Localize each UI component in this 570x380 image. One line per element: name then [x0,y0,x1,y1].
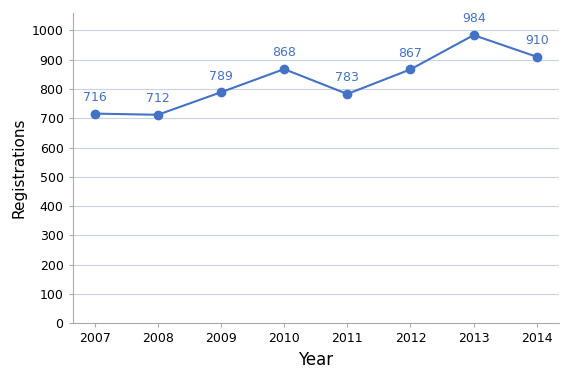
Y-axis label: Registrations: Registrations [11,118,26,218]
Text: 867: 867 [398,47,422,60]
Text: 783: 783 [335,71,359,84]
Text: 868: 868 [272,46,296,59]
X-axis label: Year: Year [298,351,333,369]
Text: 712: 712 [146,92,170,105]
Text: 789: 789 [209,70,233,82]
Text: 716: 716 [83,91,107,104]
Text: 910: 910 [525,34,549,47]
Text: 984: 984 [462,13,486,25]
